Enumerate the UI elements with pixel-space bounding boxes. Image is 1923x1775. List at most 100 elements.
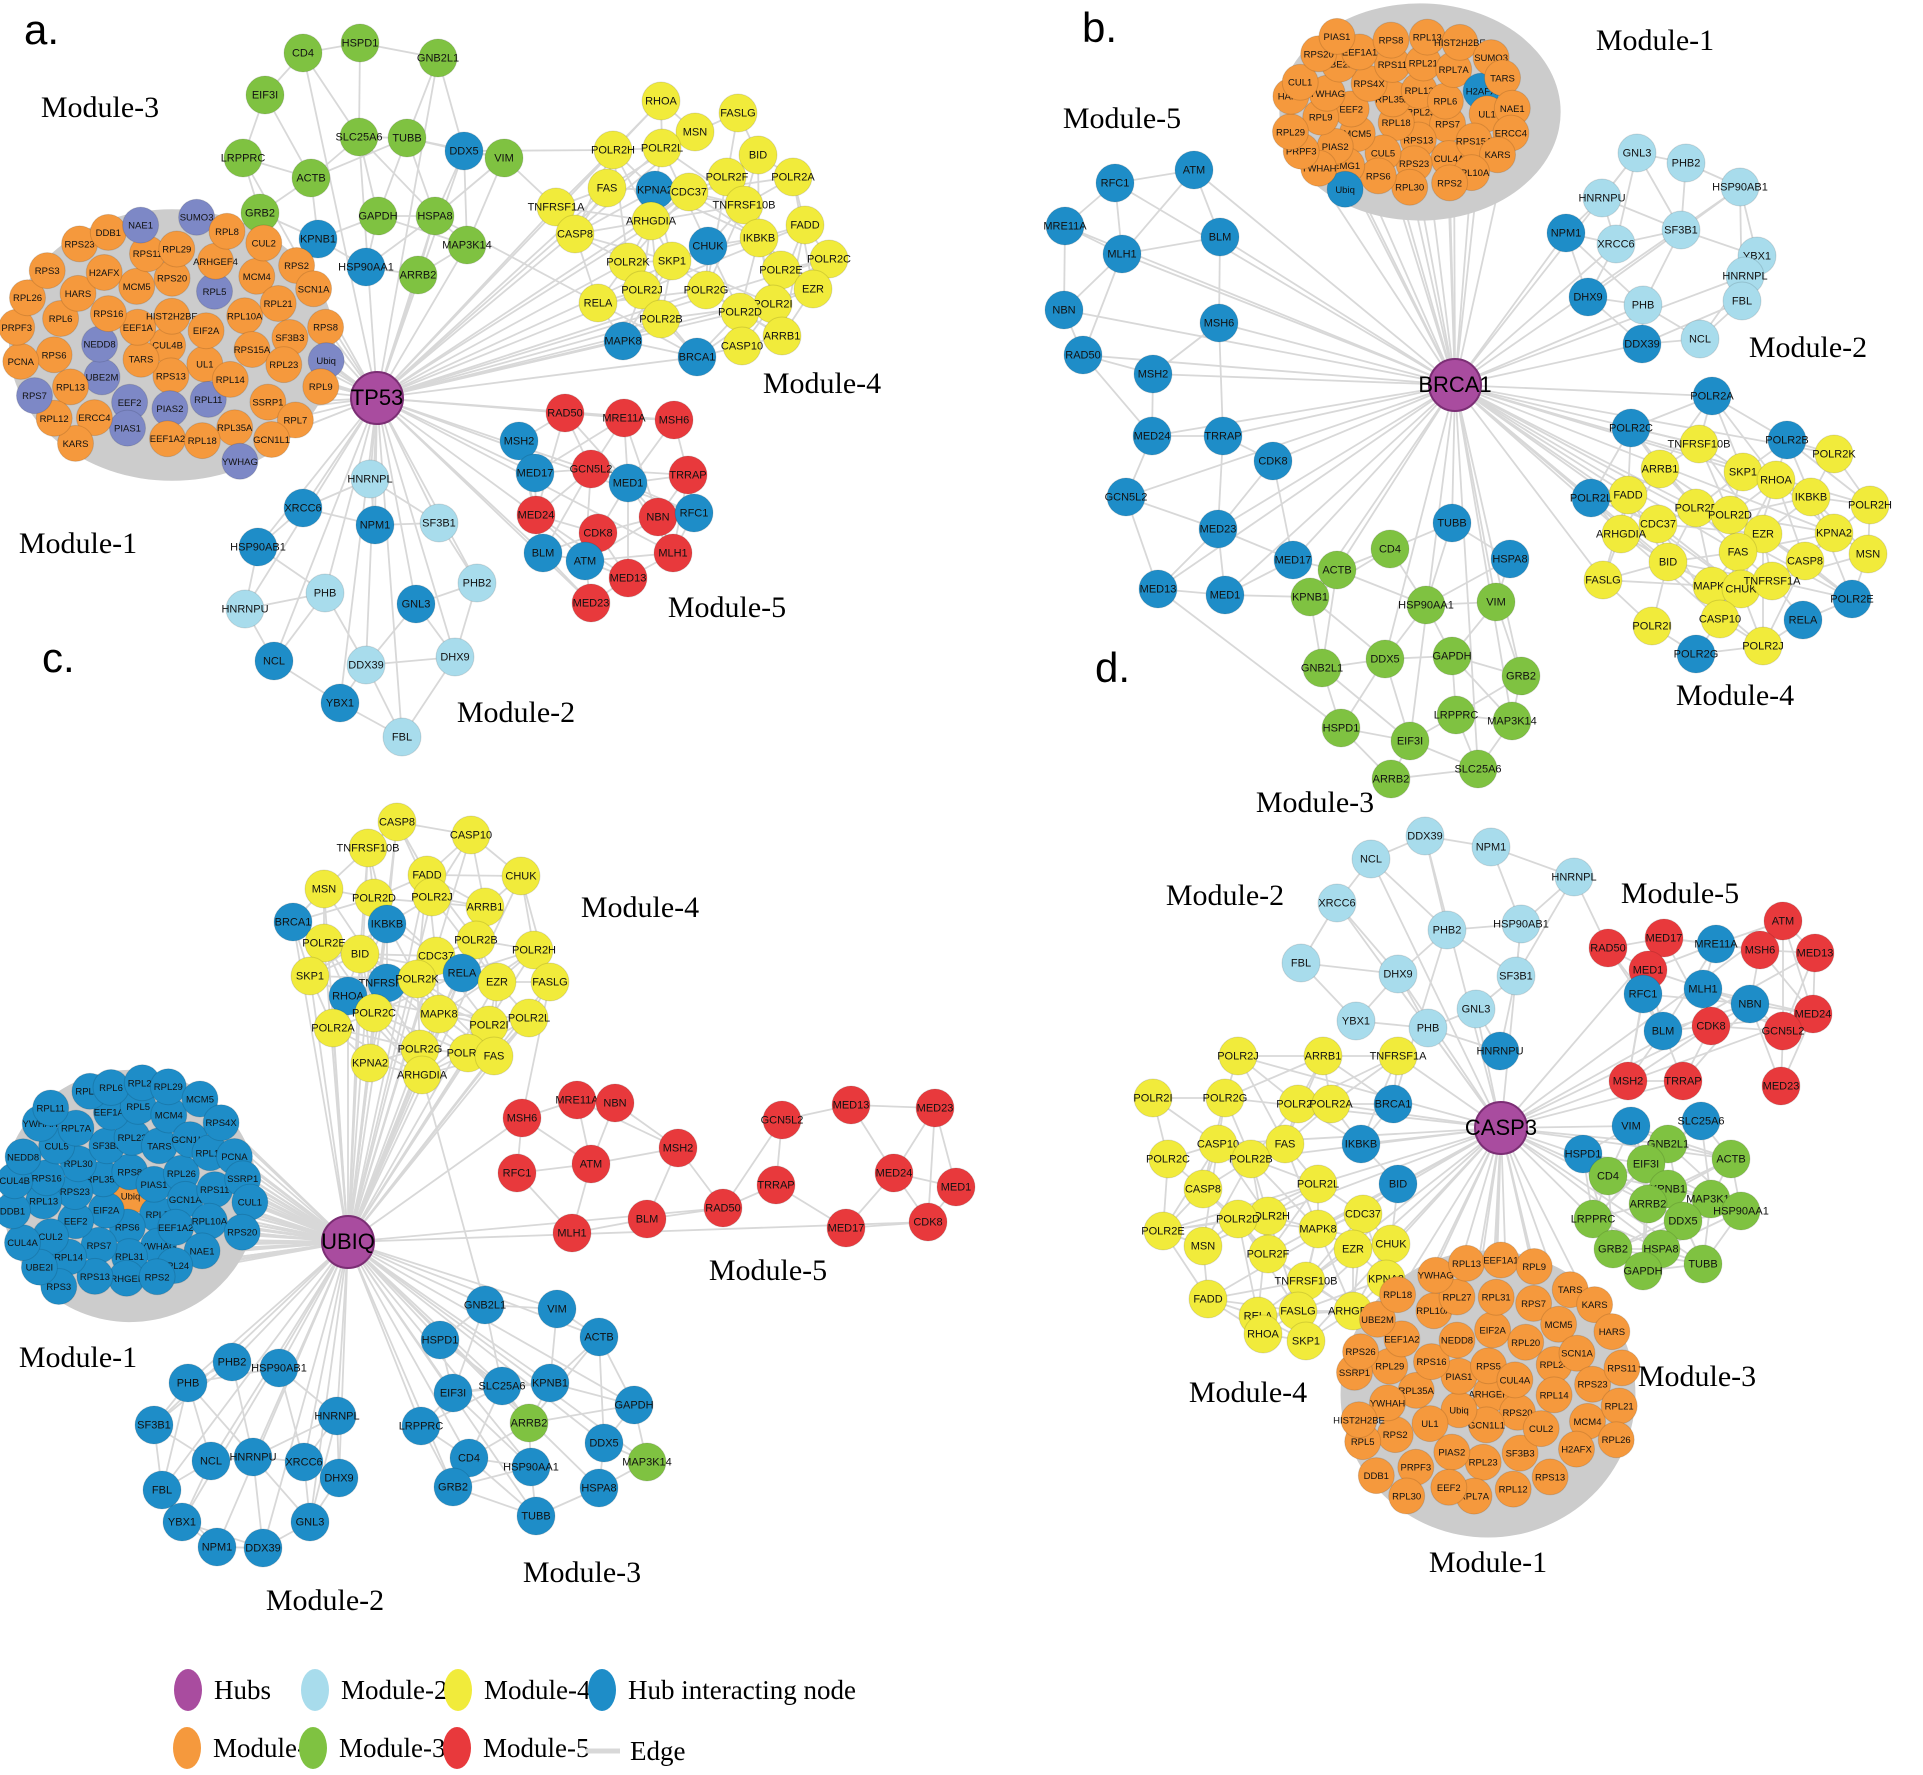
node-RPS6[interactable]: RPS6 bbox=[1359, 157, 1397, 195]
node-NPM1[interactable]: NPM1 bbox=[1546, 213, 1586, 253]
node-RPS13[interactable]: RPS13 bbox=[1531, 1458, 1569, 1496]
node-RELA[interactable]: RELA bbox=[1783, 600, 1823, 640]
node-FADD[interactable]: FADD bbox=[1188, 1279, 1228, 1319]
node-RHOA[interactable]: RHOA bbox=[1756, 460, 1796, 500]
node-MAPK8[interactable]: MAPK8 bbox=[1298, 1209, 1338, 1249]
node-GNL3[interactable]: GNL3 bbox=[1456, 989, 1496, 1029]
node-BLM[interactable]: BLM bbox=[523, 533, 563, 573]
node-CDK8[interactable]: CDK8 bbox=[1691, 1006, 1731, 1046]
node-POLR2A[interactable]: POLR2A bbox=[1690, 376, 1734, 416]
node-SCN1A[interactable]: SCN1A bbox=[295, 270, 333, 308]
node-SLC25A6[interactable]: SLC25A6 bbox=[1454, 749, 1502, 789]
node-MSN[interactable]: MSN bbox=[675, 112, 715, 152]
node-RPL31[interactable]: RPL31 bbox=[1477, 1278, 1515, 1316]
node-IKBKB[interactable]: IKBKB bbox=[1341, 1124, 1381, 1164]
node-RPS2[interactable]: RPS2 bbox=[1376, 1416, 1414, 1454]
node-MED13[interactable]: MED13 bbox=[1795, 933, 1835, 973]
node-DDX5[interactable]: DDX5 bbox=[584, 1423, 624, 1463]
node-POLR2K[interactable]: POLR2K bbox=[1812, 434, 1856, 474]
node-RPS7[interactable]: RPS7 bbox=[16, 377, 53, 415]
node-TRRAP[interactable]: TRRAP bbox=[668, 455, 708, 495]
node-ATM[interactable]: ATM bbox=[1174, 150, 1214, 190]
node-YBX1[interactable]: YBX1 bbox=[320, 683, 360, 723]
node-MRE11A[interactable]: MRE11A bbox=[602, 398, 646, 438]
node-HSP90AA1[interactable]: HSP90AA1 bbox=[1398, 585, 1454, 625]
node-MED1[interactable]: MED1 bbox=[608, 463, 648, 503]
node-ACTB[interactable]: ACTB bbox=[291, 158, 331, 198]
node-HSP90AB1[interactable]: HSP90AB1 bbox=[1493, 904, 1549, 944]
node-POLR2E[interactable]: POLR2E bbox=[1141, 1211, 1185, 1251]
node-VIM[interactable]: VIM bbox=[484, 138, 524, 178]
node-MED1[interactable]: MED1 bbox=[1205, 575, 1245, 615]
node-MAPK8[interactable]: MAPK8 bbox=[603, 321, 643, 361]
node-ARRB1[interactable]: ARRB1 bbox=[465, 887, 505, 927]
node-MAP3K14[interactable]: MAP3K14 bbox=[442, 225, 492, 265]
node-NPM1[interactable]: NPM1 bbox=[1471, 827, 1511, 867]
node-BRCA1[interactable]: BRCA1 bbox=[1373, 1084, 1413, 1124]
node-RPL20[interactable]: RPL20 bbox=[1507, 1323, 1545, 1361]
node-FASLG[interactable]: FASLG bbox=[530, 962, 570, 1002]
node-BID[interactable]: BID bbox=[738, 135, 778, 175]
node-GNL3[interactable]: GNL3 bbox=[1617, 133, 1657, 173]
node-UBE2M[interactable]: UBE2M bbox=[83, 358, 121, 396]
node-H2AFX[interactable]: H2AFX bbox=[1558, 1430, 1595, 1468]
node-GNL3[interactable]: GNL3 bbox=[290, 1502, 330, 1542]
node-NEDD8[interactable]: NEDD8 bbox=[1438, 1321, 1476, 1359]
node-FBL[interactable]: FBL bbox=[382, 717, 422, 757]
node-UL1[interactable]: UL1 bbox=[1411, 1405, 1449, 1443]
node-H2AFX[interactable]: H2AFX bbox=[85, 254, 123, 291]
node-RPS4X[interactable]: RPS4X bbox=[202, 1104, 240, 1142]
node-SKP1[interactable]: SKP1 bbox=[1286, 1321, 1326, 1361]
node-GNB2L1[interactable]: GNB2L1 bbox=[464, 1285, 506, 1325]
node-MED23[interactable]: MED23 bbox=[571, 583, 611, 623]
node-CD4[interactable]: CD4 bbox=[1588, 1156, 1628, 1196]
node-RPS2[interactable]: RPS2 bbox=[1431, 164, 1469, 202]
node-BID[interactable]: BID bbox=[340, 934, 380, 974]
node-RFC1[interactable]: RFC1 bbox=[1623, 974, 1663, 1014]
node-MED23[interactable]: MED23 bbox=[1198, 509, 1238, 549]
node-GRB2[interactable]: GRB2 bbox=[433, 1467, 473, 1507]
node-MED17[interactable]: MED17 bbox=[515, 453, 555, 493]
node-GAPDH[interactable]: GAPDH bbox=[1432, 636, 1472, 676]
node-KPNA2[interactable]: KPNA2 bbox=[350, 1043, 390, 1083]
node-RPL30[interactable]: RPL30 bbox=[1388, 1477, 1426, 1515]
node-SF3B1[interactable]: SF3B1 bbox=[134, 1405, 174, 1445]
node-YBX1[interactable]: YBX1 bbox=[1336, 1001, 1376, 1041]
node-RPL9[interactable]: RPL9 bbox=[1515, 1248, 1553, 1285]
node-RFC1[interactable]: RFC1 bbox=[674, 493, 714, 533]
node-EIF2A[interactable]: EIF2A bbox=[1474, 1311, 1512, 1349]
node-NPM1[interactable]: NPM1 bbox=[197, 1527, 237, 1567]
node-HARS[interactable]: HARS bbox=[1593, 1313, 1631, 1351]
node-POLR2B[interactable]: POLR2B bbox=[454, 920, 498, 960]
node-HNRNPU[interactable]: HNRNPU bbox=[229, 1437, 277, 1477]
node-EEF1A1[interactable]: EEF1A1 bbox=[1482, 1241, 1520, 1279]
node-CASP8[interactable]: CASP8 bbox=[1785, 541, 1825, 581]
node-RAD50[interactable]: RAD50 bbox=[1063, 335, 1103, 375]
node-BLM[interactable]: BLM bbox=[1200, 217, 1240, 257]
node-EZR[interactable]: EZR bbox=[1333, 1229, 1373, 1269]
node-IKBKB[interactable]: IKBKB bbox=[739, 218, 779, 258]
node-NBN[interactable]: NBN bbox=[1044, 290, 1084, 330]
node-FAS[interactable]: FAS bbox=[1265, 1124, 1305, 1164]
node-MSH6[interactable]: MSH6 bbox=[502, 1098, 542, 1138]
node-MLH1[interactable]: MLH1 bbox=[1683, 969, 1723, 1009]
node-DDX5[interactable]: DDX5 bbox=[444, 131, 484, 171]
node-GAPDH[interactable]: GAPDH bbox=[614, 1385, 654, 1425]
node-MSN[interactable]: MSN bbox=[1183, 1226, 1223, 1266]
node-FADD[interactable]: FADD bbox=[785, 205, 825, 245]
node-HSPA8[interactable]: HSPA8 bbox=[415, 196, 455, 236]
node-ARRB2[interactable]: ARRB2 bbox=[509, 1403, 549, 1443]
node-RAD50[interactable]: RAD50 bbox=[703, 1188, 743, 1228]
node-HSPA8[interactable]: HSPA8 bbox=[579, 1468, 619, 1508]
node-MSH6[interactable]: MSH6 bbox=[654, 400, 694, 440]
node-FAS[interactable]: FAS bbox=[474, 1036, 514, 1076]
node-GAPDH[interactable]: GAPDH bbox=[1623, 1251, 1663, 1291]
node-HSPD1[interactable]: HSPD1 bbox=[340, 23, 380, 63]
node-TRRAP[interactable]: TRRAP bbox=[1203, 416, 1243, 456]
node-RPL12[interactable]: RPL12 bbox=[1494, 1470, 1532, 1508]
node-RPL26[interactable]: RPL26 bbox=[1597, 1421, 1635, 1459]
node-NBN[interactable]: NBN bbox=[1730, 984, 1770, 1024]
node-EEF1A2[interactable]: EEF1A2 bbox=[149, 420, 186, 458]
node-TARS[interactable]: TARS bbox=[122, 340, 160, 378]
node-RPL6[interactable]: RPL6 bbox=[1426, 82, 1464, 120]
